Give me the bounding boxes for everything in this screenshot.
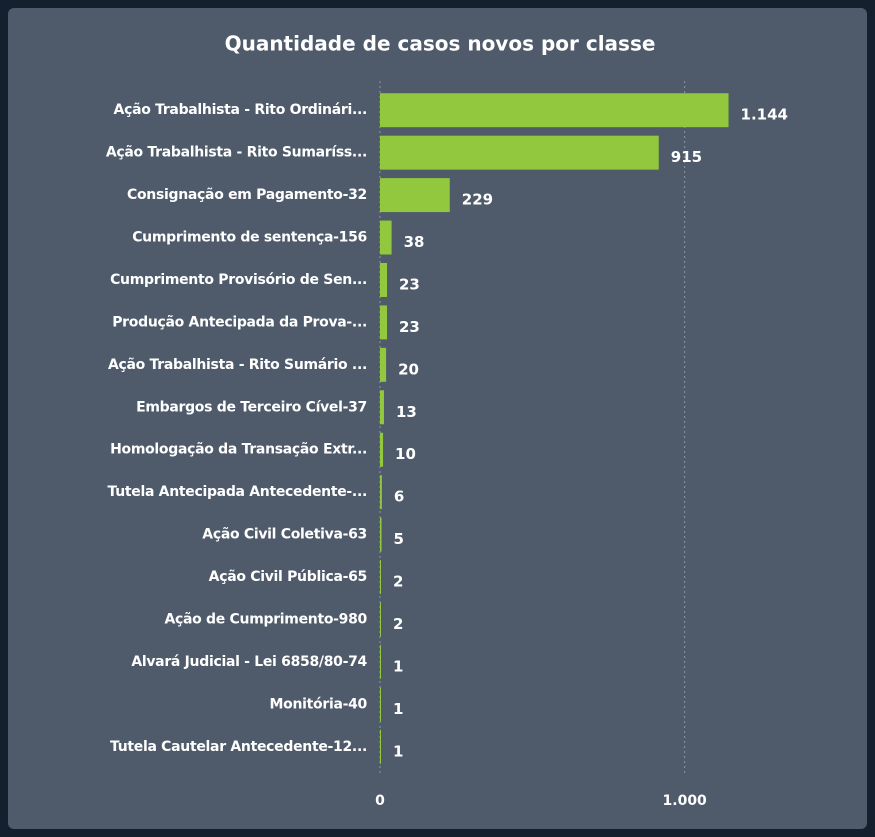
y-tick-label: Ação Trabalhista - Rito Ordinári... [114,102,367,118]
y-tick-label: Homologação da Transação Extr... [110,442,367,458]
y-tick-label: Produção Antecipada da Prova-... [112,314,367,330]
data-label: 229 [462,191,493,209]
bar [380,729,381,764]
bar [380,93,729,128]
bar [380,178,450,213]
data-label: 2 [393,573,403,591]
bar [380,262,388,297]
y-tick-label: Ação de Cumprimento-980 [164,611,367,627]
data-label: 23 [399,318,420,336]
data-label: 1 [393,742,403,760]
data-label: 915 [671,148,702,166]
bar [380,517,382,552]
x-tick-label: 0 [375,793,385,809]
data-label: 6 [394,488,404,506]
data-label: 2 [393,615,403,633]
y-tick-label: Cumprimento Provisório de Sen... [110,272,367,288]
bar [380,135,659,170]
data-label: 13 [396,403,417,421]
data-label: 5 [394,530,404,548]
bar [380,644,381,679]
y-tick-label: Ação Trabalhista - Rito Sumaríss... [106,145,367,161]
bar [380,390,384,425]
bar [380,602,381,637]
bar [380,347,387,382]
y-tick-label: Tutela Cautelar Antecedente-12... [110,739,367,755]
y-tick-label: Ação Trabalhista - Rito Sumário ... [108,357,367,373]
chart-title: Quantidade de casos novos por classe [225,32,656,56]
bar [380,220,392,255]
bar [380,305,388,340]
data-label: 10 [395,445,416,463]
bar [380,432,384,467]
data-label: 1 [393,700,403,718]
panel [8,8,867,829]
y-tick-label: Alvará Judicial - Lei 6858/80-74 [131,654,367,670]
data-label: 1 [393,657,403,675]
y-tick-label: Ação Civil Coletiva-63 [202,527,367,543]
x-tick-label: 1.000 [663,793,708,809]
y-tick-label: Tutela Antecipada Antecedente-... [107,484,367,500]
y-tick-label: Ação Civil Pública-65 [209,569,367,585]
bar [380,687,381,722]
y-tick-label: Cumprimento de sentença-156 [132,230,367,246]
bar [380,475,382,510]
data-label: 1.144 [741,106,788,124]
y-tick-label: Embargos de Terceiro Cível-37 [136,399,367,415]
y-tick-label: Monitória-40 [270,696,368,712]
bar [380,560,381,595]
data-label: 38 [404,233,425,251]
data-label: 23 [399,275,420,293]
y-tick-label: Consignação em Pagamento-32 [127,187,367,203]
data-label: 20 [398,360,419,378]
